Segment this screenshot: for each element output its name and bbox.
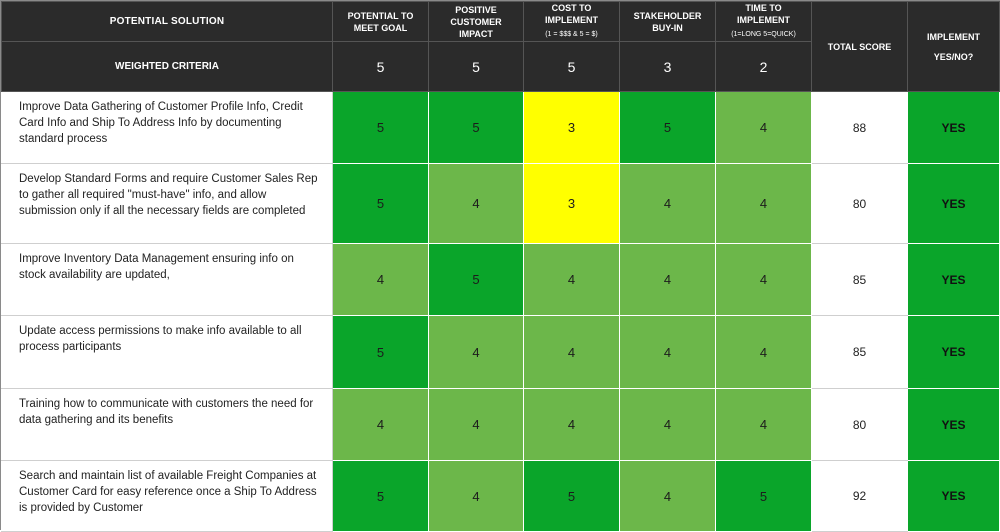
criterion-header-cost: COST TO IMPLEMENT (1 = $$$ & 5 = $) [523,1,620,42]
solution-cell: Search and maintain list of available Fr… [1,460,333,532]
total-score-cell: 85 [811,315,908,389]
weight-value: 5 [428,41,524,92]
score-cell: 4 [523,388,620,461]
criterion-header-goal: POTENTIAL TO MEET GOAL [332,1,429,42]
score-cell: 5 [715,460,812,532]
score-cell: 4 [619,460,716,532]
score-cell: 3 [523,91,620,164]
total-score-header: TOTAL SCORE [811,1,908,92]
solution-text: Develop Standard Forms and require Custo… [19,173,318,217]
score-cell: 4 [332,388,429,461]
table-row: Training how to communicate with custome… [1,388,1000,461]
total-score-cell: 80 [811,388,908,461]
table-row: Improve Inventory Data Management ensuri… [1,243,1000,316]
total-score-cell: 85 [811,243,908,316]
potential-solution-header: POTENTIAL SOLUTION [1,1,333,42]
score-cell: 4 [523,243,620,316]
criterion-note: (1=LONG 5=QUICK) [731,31,796,38]
total-score-cell: 88 [811,91,908,164]
table-row: Update access permissions to make info a… [1,315,1000,389]
score-cell: 4 [715,91,812,164]
score-cell: 4 [715,243,812,316]
score-cell: 4 [428,163,524,244]
implement-cell: YES [907,315,1000,389]
criterion-header-customer-impact: POSITIVE CUSTOMER IMPACT [428,1,524,42]
criterion-header-time: TIME TO IMPLEMENT (1=LONG 5=QUICK) [715,1,812,42]
table-row: Develop Standard Forms and require Custo… [1,163,1000,244]
score-cell: 4 [715,388,812,461]
criterion-label: POSITIVE CUSTOMER IMPACT [450,4,502,39]
implement-cell: YES [907,163,1000,244]
solution-cell: Improve Inventory Data Management ensuri… [1,243,333,316]
criterion-note: (1 = $$$ & 5 = $) [545,31,598,38]
score-cell: 4 [619,315,716,389]
score-cell: 5 [332,91,429,164]
solution-text: Search and maintain list of available Fr… [19,470,317,514]
total-score-cell: 80 [811,163,908,244]
criterion-label: COST TO IMPLEMENT [545,3,598,25]
implement-cell: YES [907,91,1000,164]
criterion-label: POTENTIAL TO MEET GOAL [347,10,414,33]
score-cell: 4 [619,388,716,461]
score-cell: 4 [523,315,620,389]
implement-cell: YES [907,243,1000,316]
implement-cell: YES [907,460,1000,532]
weighted-criteria-label: WEIGHTED CRITERIA [1,41,333,92]
header-row-criteria: POTENTIAL SOLUTION POTENTIAL TO MEET GOA… [1,1,1000,92]
solution-text: Improve Data Gathering of Customer Profi… [19,101,303,145]
criterion-label: TIME TO IMPLEMENT [737,3,790,25]
score-cell: 4 [715,163,812,244]
solution-text: Improve Inventory Data Management ensuri… [19,253,294,281]
table-row: Search and maintain list of available Fr… [1,460,1000,532]
weight-value: 5 [523,41,620,92]
score-cell: 4 [619,243,716,316]
weight-value: 2 [715,41,812,92]
weight-value: 5 [332,41,429,92]
solution-cell: Update access permissions to make info a… [1,315,333,389]
score-cell: 5 [428,91,524,164]
solution-cell: Improve Data Gathering of Customer Profi… [1,91,333,164]
score-cell: 5 [523,460,620,532]
score-cell: 5 [619,91,716,164]
weight-value: 3 [619,41,716,92]
solution-text: Update access permissions to make info a… [19,325,302,353]
score-cell: 4 [428,460,524,532]
solution-cell: Develop Standard Forms and require Custo… [1,163,333,244]
score-cell: 4 [715,315,812,389]
implement-cell: YES [907,388,1000,461]
header-row-weights: WEIGHTED CRITERIA 5 5 5 3 2 [1,41,1000,92]
criterion-header-buy-in: STAKEHOLDER BUY-IN [619,1,716,42]
score-cell: 4 [619,163,716,244]
implement-header: IMPLEMENT YES/NO? [907,1,1000,92]
score-cell: 3 [523,163,620,244]
score-cell: 4 [428,315,524,389]
solution-text: Training how to communicate with custome… [19,398,314,426]
solution-cell: Training how to communicate with custome… [1,388,333,461]
score-cell: 5 [332,315,429,389]
table-row: Improve Data Gathering of Customer Profi… [1,91,1000,164]
score-cell: 4 [332,243,429,316]
total-score-cell: 92 [811,460,908,532]
score-cell: 4 [428,388,524,461]
score-cell: 5 [428,243,524,316]
score-cell: 5 [332,163,429,244]
criterion-label: STAKEHOLDER BUY-IN [633,10,702,33]
score-cell: 5 [332,460,429,532]
